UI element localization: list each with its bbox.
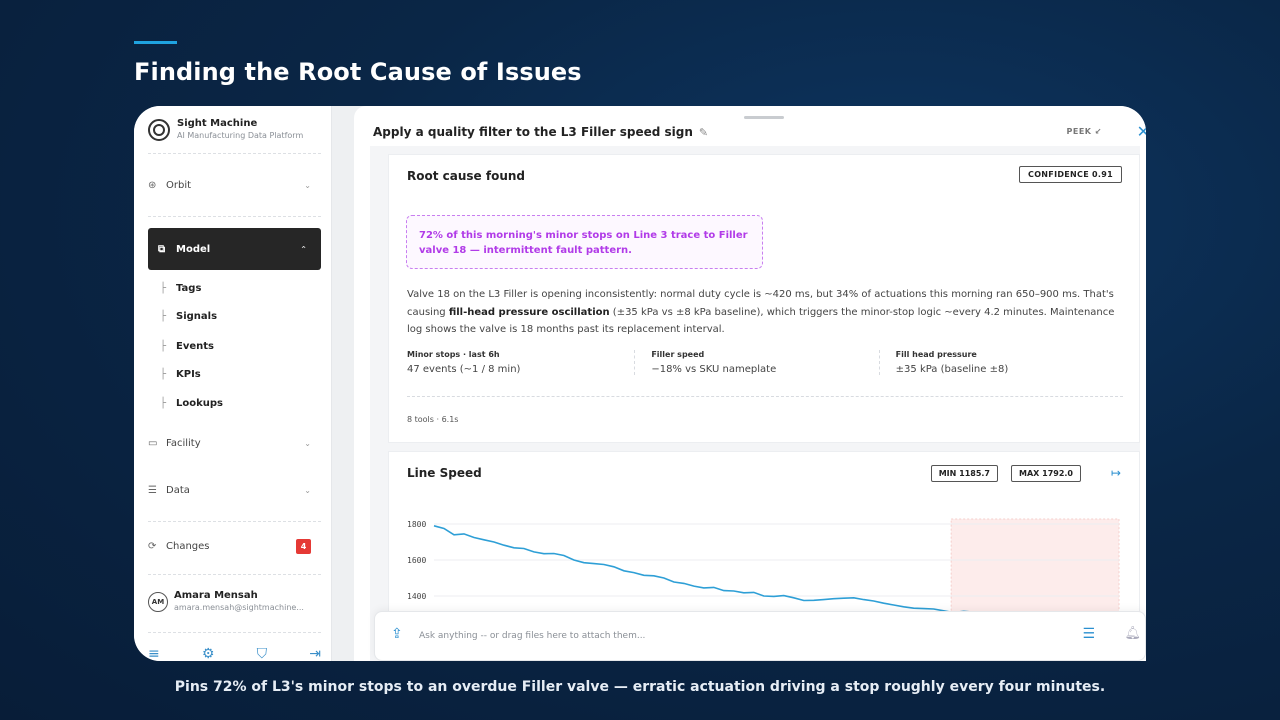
brand-logo-icon bbox=[148, 118, 170, 141]
sidebar-item-label: Data bbox=[166, 484, 190, 496]
drag-handle[interactable] bbox=[744, 116, 784, 119]
conversation-title: Apply a quality filter to the L3 Filler … bbox=[373, 125, 708, 139]
slide-caption: Pins 72% of L3's minor stops to an overd… bbox=[174, 679, 1106, 695]
edit-icon[interactable]: ✎ bbox=[698, 125, 709, 139]
sidebar-subitem-label: Events bbox=[176, 341, 214, 352]
sidebar-subitem-label: Lookups bbox=[176, 398, 223, 409]
sidebar-divider bbox=[148, 521, 321, 522]
tree-branch-icon: ├ bbox=[160, 369, 167, 380]
brand[interactable]: Sight Machine AI Manufacturing Data Plat… bbox=[148, 118, 303, 141]
sidebar-item-label: Facility bbox=[166, 437, 201, 449]
sidebar-item-label: Model bbox=[176, 243, 211, 255]
card-divider bbox=[407, 396, 1123, 397]
sidebar-item-label: Changes bbox=[166, 540, 210, 552]
sidebar-item-data[interactable]: ☰ Data ⌄ bbox=[148, 478, 321, 502]
sidebar: Sight Machine AI Manufacturing Data Plat… bbox=[134, 106, 332, 661]
sidebar-divider bbox=[148, 216, 321, 217]
sidebar-subitem-signals[interactable]: ├ Signals bbox=[160, 311, 217, 322]
main-panel: Apply a quality filter to the L3 Filler … bbox=[354, 106, 1146, 661]
logout-icon[interactable]: ⇥ bbox=[309, 646, 321, 661]
sidebar-subitem-label: Tags bbox=[176, 283, 202, 294]
chevron-down-icon: ⌄ bbox=[304, 180, 311, 190]
sidebar-subitem-events[interactable]: ├ Events bbox=[160, 341, 214, 352]
app-window: Sight Machine AI Manufacturing Data Plat… bbox=[134, 106, 1146, 661]
model-icon: ⧉ bbox=[158, 243, 166, 255]
user-name: Amara Mensah bbox=[174, 590, 258, 601]
chat-input[interactable] bbox=[419, 625, 1039, 647]
metrics-row: Minor stops · last 6h 47 events (~1 / 8 … bbox=[407, 350, 1123, 375]
metric-label: Fill head pressure bbox=[895, 350, 977, 359]
metric-value: 47 events (~1 / 8 min) bbox=[407, 364, 521, 375]
confidence-badge: CONFIDENCE 0.91 bbox=[1019, 166, 1122, 183]
sidebar-item-model[interactable]: ⧉ Model ⌃ bbox=[148, 228, 321, 270]
title-accent-bar bbox=[134, 41, 177, 44]
orbit-icon: ⊛ bbox=[148, 179, 157, 191]
chevron-down-icon: ⌄ bbox=[304, 438, 311, 448]
text-lines-icon[interactable]: ☰ bbox=[1082, 626, 1095, 642]
facility-icon: ▭ bbox=[148, 437, 158, 449]
sidebar-divider bbox=[148, 153, 321, 154]
metric-value: −18% vs SKU nameplate bbox=[651, 364, 777, 375]
root-cause-highlight: 72% of this morning's minor stops on Lin… bbox=[406, 215, 763, 269]
sidebar-subitem-label: Signals bbox=[176, 311, 218, 322]
expand-arrow-icon[interactable]: ↦ bbox=[1110, 466, 1121, 480]
gear-icon[interactable]: ⚙ bbox=[201, 646, 215, 661]
user-profile[interactable]: AM Amara Mensah amara.mensah@sightmachin… bbox=[148, 590, 304, 613]
chevron-down-icon: ⌄ bbox=[304, 485, 311, 495]
sidebar-subitem-tags[interactable]: ├ Tags bbox=[160, 283, 201, 294]
shield-icon[interactable]: ⛉ bbox=[256, 646, 268, 661]
sidebar-subitem-kpis[interactable]: ├ KPIs bbox=[160, 369, 201, 380]
sidebar-footer-toolbar: ≡ ⚙ ⛉ ⇥ bbox=[148, 646, 321, 661]
y-tick-label: 1800 bbox=[407, 520, 426, 529]
bell-icon[interactable]: 🔔︎ bbox=[1124, 626, 1141, 641]
root-cause-heading: Root cause found bbox=[407, 169, 525, 183]
chat-bar: ⇪ ☰ 🔔︎ bbox=[374, 611, 1146, 661]
user-email: amara.mensah@sightmachine... bbox=[174, 603, 304, 612]
y-tick-label: 1400 bbox=[407, 592, 426, 601]
conversation-title-text: Apply a quality filter to the L3 Filler … bbox=[373, 125, 693, 139]
metric-value: ±35 kPa (baseline ±8) bbox=[895, 364, 1009, 375]
sidebar-item-changes[interactable]: ⟳ Changes 4 bbox=[148, 534, 321, 558]
conversation-content: Root cause found CONFIDENCE 0.91 72% of … bbox=[370, 146, 1140, 661]
peek-button[interactable]: PEEK ↙ bbox=[1066, 127, 1102, 136]
tree-branch-icon: ├ bbox=[160, 283, 167, 294]
sidebar-item-orbit[interactable]: ⊛ Orbit ⌄ bbox=[148, 173, 321, 197]
changes-count-badge: 4 bbox=[296, 538, 311, 554]
avatar: AM bbox=[148, 591, 168, 612]
root-cause-explanation: Valve 18 on the L3 Filler is opening inc… bbox=[407, 289, 1115, 335]
root-cause-card: Root cause found CONFIDENCE 0.91 72% of … bbox=[388, 154, 1140, 443]
upload-icon[interactable]: ⇪ bbox=[391, 626, 403, 642]
sidebar-item-facility[interactable]: ▭ Facility ⌄ bbox=[148, 431, 321, 455]
metric-filler-speed: Filler speed −18% vs SKU nameplate bbox=[634, 350, 878, 375]
brand-name: Sight Machine bbox=[177, 118, 258, 129]
sidebar-subitem-lookups[interactable]: ├ Lookups bbox=[160, 398, 223, 409]
close-icon[interactable]: ✕ bbox=[1136, 122, 1146, 141]
metric-label: Minor stops · last 6h bbox=[407, 350, 500, 359]
chevron-up-icon: ⌃ bbox=[300, 244, 307, 254]
tree-branch-icon: ├ bbox=[160, 311, 167, 322]
line-speed-heading: Line Speed bbox=[407, 466, 482, 480]
sidebar-subitem-label: KPIs bbox=[176, 369, 201, 380]
min-badge: MIN 1185.7 bbox=[930, 465, 998, 482]
sidebar-divider bbox=[148, 632, 321, 633]
sidebar-item-label: Orbit bbox=[166, 179, 192, 191]
data-icon: ☰ bbox=[148, 484, 157, 496]
refresh-icon: ⟳ bbox=[148, 540, 157, 552]
slide-title: Finding the Root Cause of Issues bbox=[134, 58, 582, 86]
metric-label: Filler speed bbox=[651, 350, 705, 359]
y-tick-label: 1600 bbox=[407, 556, 426, 565]
line-speed-series bbox=[433, 525, 1044, 621]
tree-branch-icon: ├ bbox=[160, 341, 167, 352]
tree-branch-icon: ├ bbox=[160, 398, 167, 409]
metric-minor-stops: Minor stops · last 6h 47 events (~1 / 8 … bbox=[407, 350, 634, 375]
tools-summary[interactable]: 8 tools · 6.1s bbox=[407, 415, 459, 424]
max-badge: MAX 1792.0 bbox=[1011, 465, 1081, 482]
menu-icon[interactable]: ≡ bbox=[148, 646, 160, 661]
metric-fill-head-pressure: Fill head pressure ±35 kPa (baseline ±8) bbox=[878, 350, 1123, 375]
sidebar-divider bbox=[148, 574, 321, 575]
brand-subtitle: AI Manufacturing Data Platform bbox=[177, 131, 304, 140]
